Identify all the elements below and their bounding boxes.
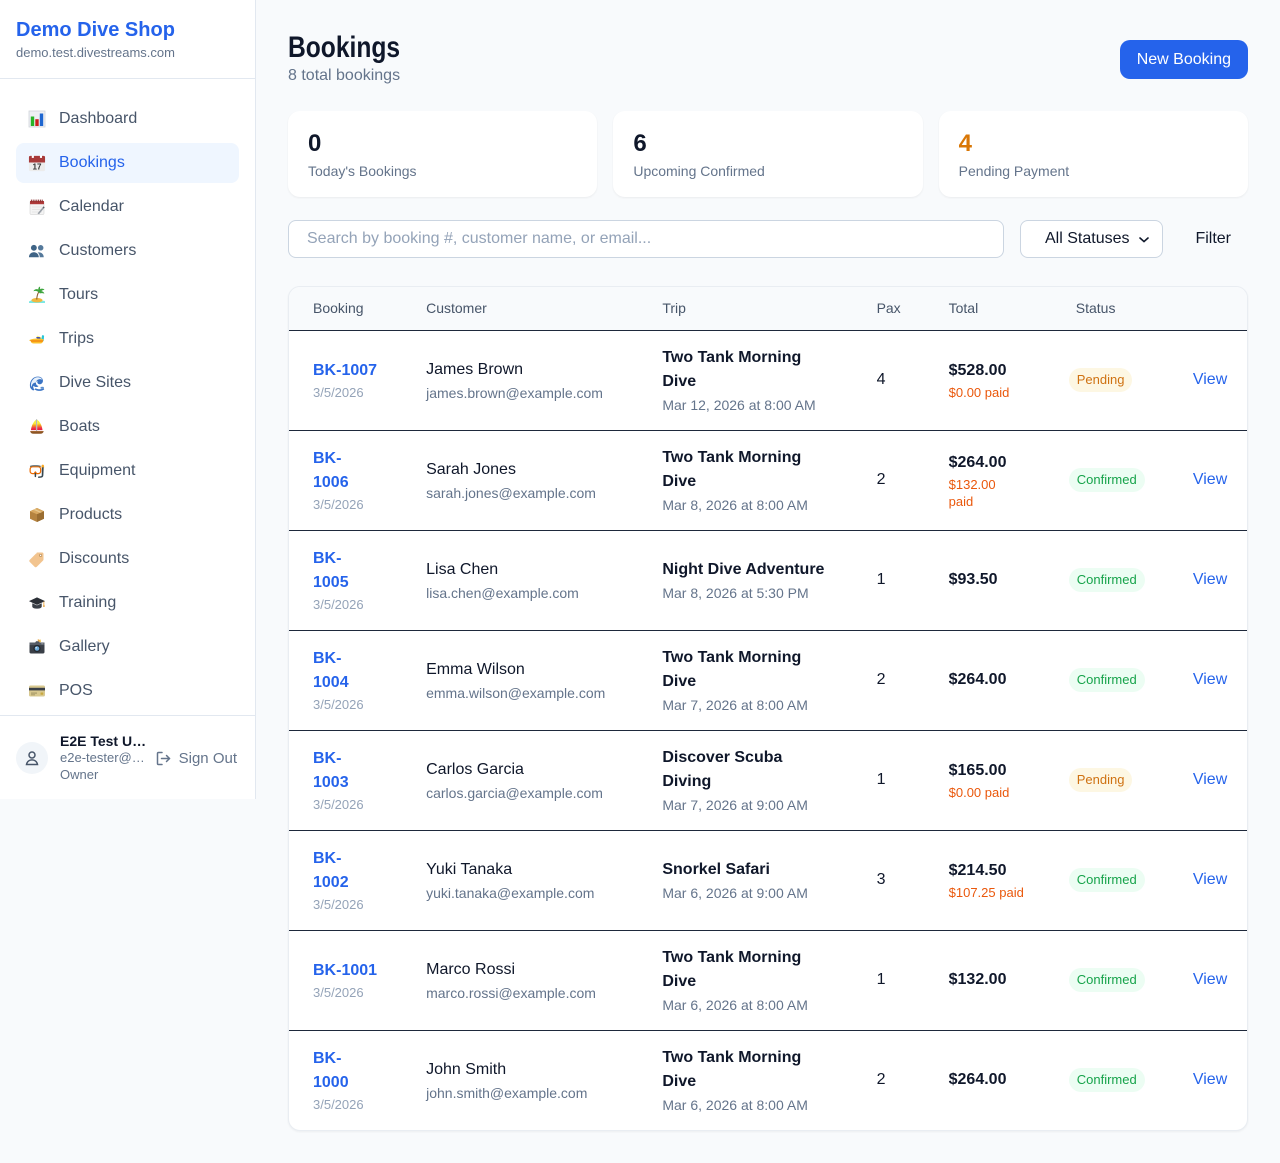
svg-text:17: 17 [33, 162, 42, 171]
